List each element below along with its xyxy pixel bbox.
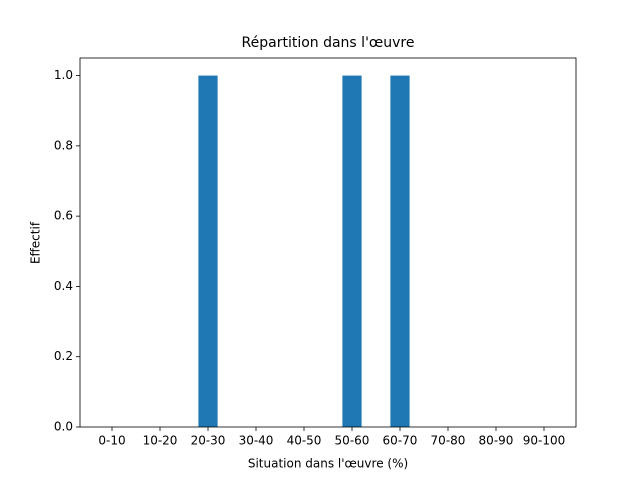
x-axis-label: Situation dans l'œuvre (%) [248,457,408,471]
plot-frame [79,57,577,428]
x-tick-label: 40-50 [287,434,322,448]
x-tick-label: 10-20 [143,434,178,448]
bar [390,75,410,428]
y-tick-label: 0.8 [54,138,73,152]
y-tick-label: 0.6 [54,209,73,223]
y-axis-label: Effectif [29,221,43,264]
x-tick-label: 30-40 [239,434,274,448]
chart-title: Répartition dans l'œuvre [242,35,415,51]
x-tick-label: 0-10 [98,434,125,448]
y-tick-label: 0.0 [54,420,73,434]
y-tick-label: 0.2 [54,349,73,363]
bar [342,75,362,428]
x-tick-label: 90-100 [523,434,566,448]
x-tick-label: 80-90 [479,434,514,448]
x-tick-label: 20-30 [191,434,226,448]
bar [198,75,218,428]
x-tick-label: 70-80 [431,434,466,448]
x-tick-label: 50-60 [335,434,370,448]
y-tick-label: 1.0 [54,68,73,82]
y-tick-label: 0.4 [54,279,73,293]
x-tick-label: 60-70 [383,434,418,448]
